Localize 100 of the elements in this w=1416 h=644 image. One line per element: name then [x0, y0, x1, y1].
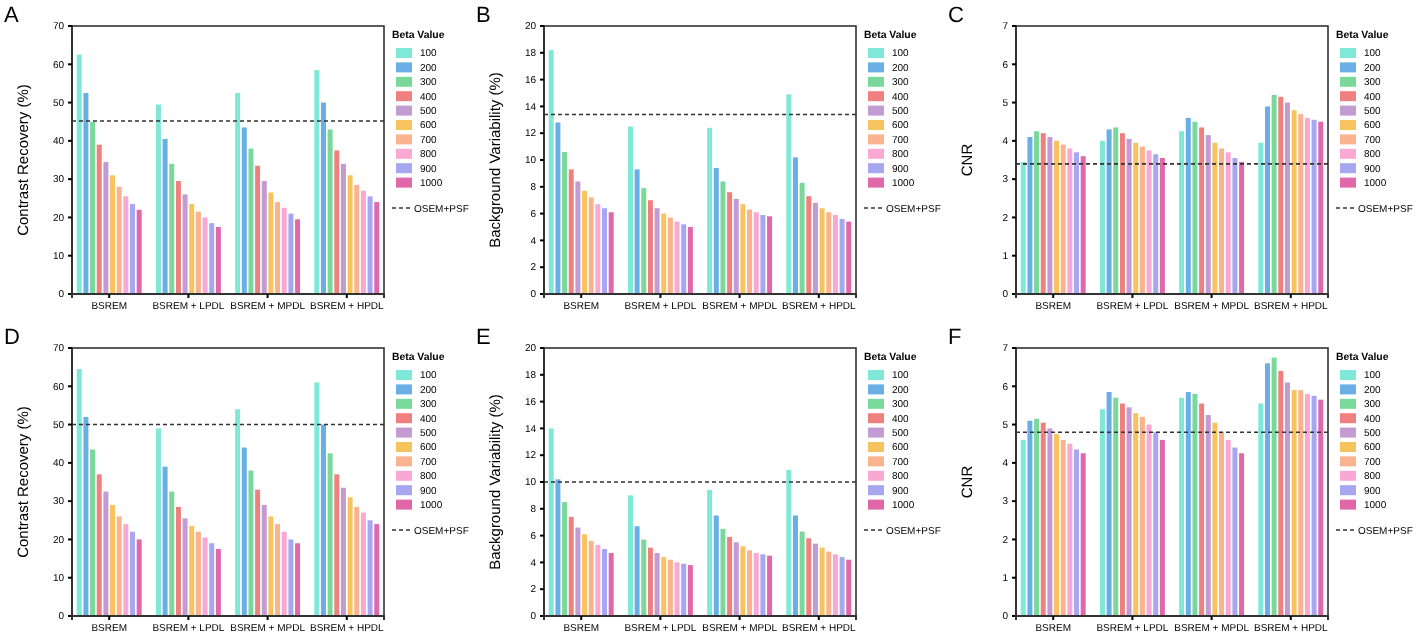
bar [1318, 399, 1324, 616]
bar [202, 217, 208, 294]
bar [713, 168, 719, 294]
bar [354, 506, 360, 616]
bar [647, 200, 653, 294]
bar [786, 469, 792, 616]
bar [103, 161, 109, 294]
bar [130, 531, 136, 616]
bar [608, 212, 614, 294]
bar [1054, 140, 1060, 294]
bar [202, 537, 208, 616]
bar [155, 104, 161, 294]
bar [786, 94, 792, 294]
bar [720, 528, 726, 616]
bar [1199, 403, 1205, 616]
bar [255, 489, 261, 616]
bar [1212, 142, 1218, 294]
bar [347, 497, 353, 616]
bar [1133, 413, 1139, 616]
bar [1113, 397, 1119, 616]
bar [1080, 156, 1086, 294]
bar [1205, 135, 1211, 294]
bar [687, 227, 693, 294]
bar [627, 495, 633, 616]
bar [595, 544, 601, 616]
bar [713, 515, 719, 616]
bar [334, 150, 340, 294]
bar [661, 557, 667, 616]
bar [1040, 422, 1046, 616]
bar [1034, 418, 1040, 616]
bar [602, 549, 608, 616]
bar [1080, 453, 1086, 616]
bar [175, 181, 181, 294]
bar [1311, 395, 1317, 616]
bar [1298, 390, 1304, 616]
bar [1225, 439, 1231, 616]
bar [654, 208, 660, 294]
bar [215, 227, 221, 294]
bar [374, 202, 380, 294]
bar [819, 547, 825, 616]
bar [1271, 357, 1277, 616]
bar [720, 181, 726, 294]
bar [90, 121, 96, 294]
bar [654, 553, 660, 616]
bar [1027, 137, 1033, 294]
bar [76, 54, 82, 294]
bar [1113, 127, 1119, 294]
bar [320, 102, 326, 294]
bar [1304, 393, 1310, 616]
bar [340, 487, 346, 616]
bar [367, 520, 373, 616]
bar [727, 192, 733, 294]
bar [562, 502, 568, 616]
bar [1258, 403, 1264, 616]
bar [727, 536, 733, 616]
bar [575, 181, 581, 294]
bar [1047, 137, 1053, 294]
bar [116, 186, 122, 294]
bar [248, 148, 254, 294]
bar [110, 175, 116, 294]
bar [1284, 102, 1290, 294]
bar [110, 504, 116, 616]
bar [1047, 428, 1053, 616]
bar [162, 466, 168, 616]
bar [314, 70, 320, 294]
bar [241, 447, 247, 616]
bar [169, 163, 175, 294]
bar [753, 553, 759, 616]
bar [189, 526, 195, 616]
chart-title: A [4, 4, 20, 28]
bar [555, 122, 561, 294]
bar [261, 504, 267, 616]
bar [826, 212, 832, 294]
bar [812, 543, 818, 616]
bar [83, 416, 89, 616]
bar [136, 209, 142, 294]
bar [261, 181, 267, 294]
bar [1311, 119, 1317, 294]
bar [189, 204, 195, 294]
bar [1020, 161, 1026, 294]
bar [1185, 392, 1191, 616]
bar [295, 219, 301, 294]
bar [832, 554, 838, 616]
bar [627, 126, 633, 294]
bar [747, 550, 753, 616]
bar [1159, 439, 1165, 616]
bar [136, 539, 142, 616]
bar [1106, 392, 1112, 616]
bar [1153, 432, 1159, 616]
bar [819, 208, 825, 294]
chart-title: B [476, 4, 491, 28]
bar [116, 516, 122, 616]
bar [1146, 150, 1152, 294]
bar [235, 409, 241, 616]
bar [327, 453, 333, 616]
bar [235, 93, 241, 294]
bar [1106, 129, 1112, 294]
bar [268, 516, 274, 616]
bar [1126, 407, 1132, 616]
bar [255, 165, 261, 294]
